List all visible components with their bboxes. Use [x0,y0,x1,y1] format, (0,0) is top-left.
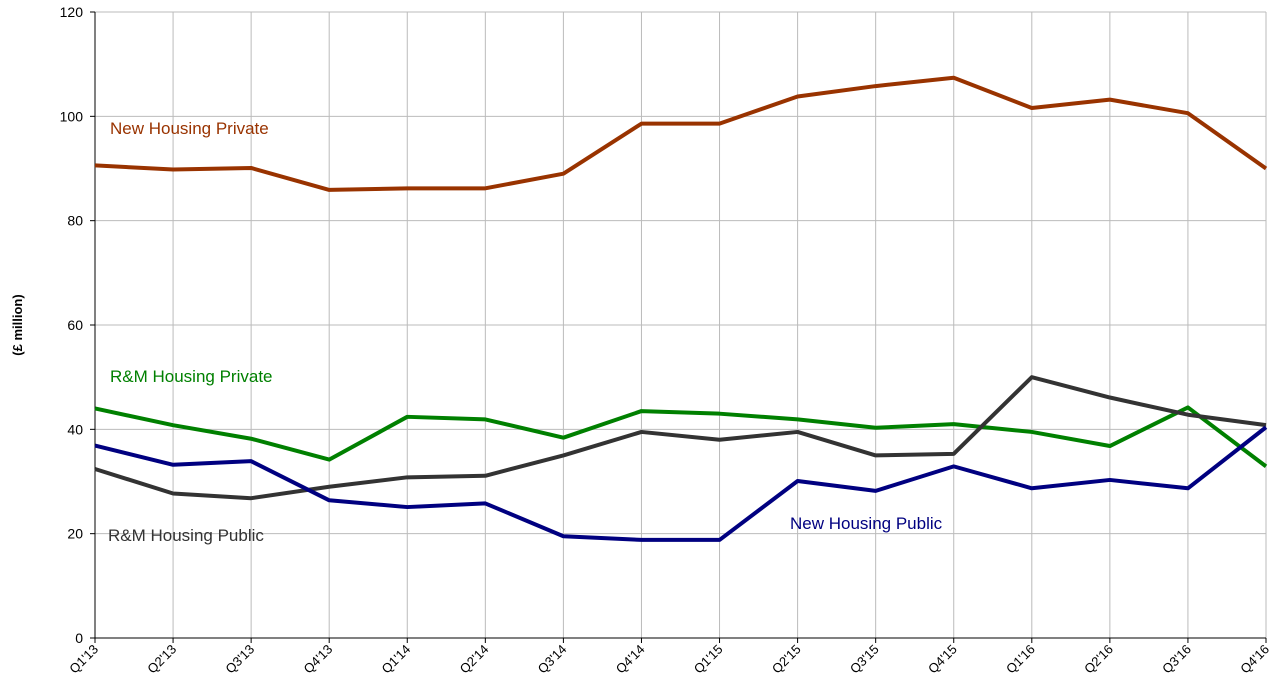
series-label: New Housing Public [790,514,943,533]
x-tick-label: Q3'15 [847,642,882,677]
series-line [94,405,1268,468]
series-label: R&M Housing Public [108,526,264,545]
x-tick-label: Q3'13 [222,642,257,677]
x-tick-label: Q2'14 [457,642,492,677]
x-tick-label: Q4'13 [300,642,335,677]
y-tick-label: 120 [60,4,84,20]
x-tick-label: Q1'16 [1003,642,1038,677]
x-tick-label: Q3'14 [535,642,570,677]
series-label: New Housing Private [110,119,269,138]
y-tick-label: 40 [67,421,83,437]
series-line [94,425,1268,542]
x-tick-label: Q2'16 [1081,642,1116,677]
y-tick-label: 80 [67,213,83,229]
series-line [94,375,1267,501]
y-axis-label: (£ million) [10,294,25,355]
x-tick-label: Q2'13 [144,642,179,677]
x-tick-label: Q2'15 [769,642,804,677]
y-tick-label: 0 [75,630,83,646]
y-tick-label: 60 [67,317,83,333]
x-tick-label: Q1'14 [379,642,414,677]
x-tick-label: Q1'13 [66,642,101,677]
x-tick-label: Q1'15 [691,642,726,677]
series-line [94,75,1268,192]
series-label: R&M Housing Private [110,367,273,386]
y-tick-label: 100 [60,108,84,124]
x-tick-label: Q4'14 [613,642,648,677]
x-tick-label: Q4'16 [1237,642,1272,677]
x-tick-label: Q4'15 [925,642,960,677]
y-tick-label: 20 [67,526,83,542]
x-tick-label: Q3'16 [1159,642,1194,677]
